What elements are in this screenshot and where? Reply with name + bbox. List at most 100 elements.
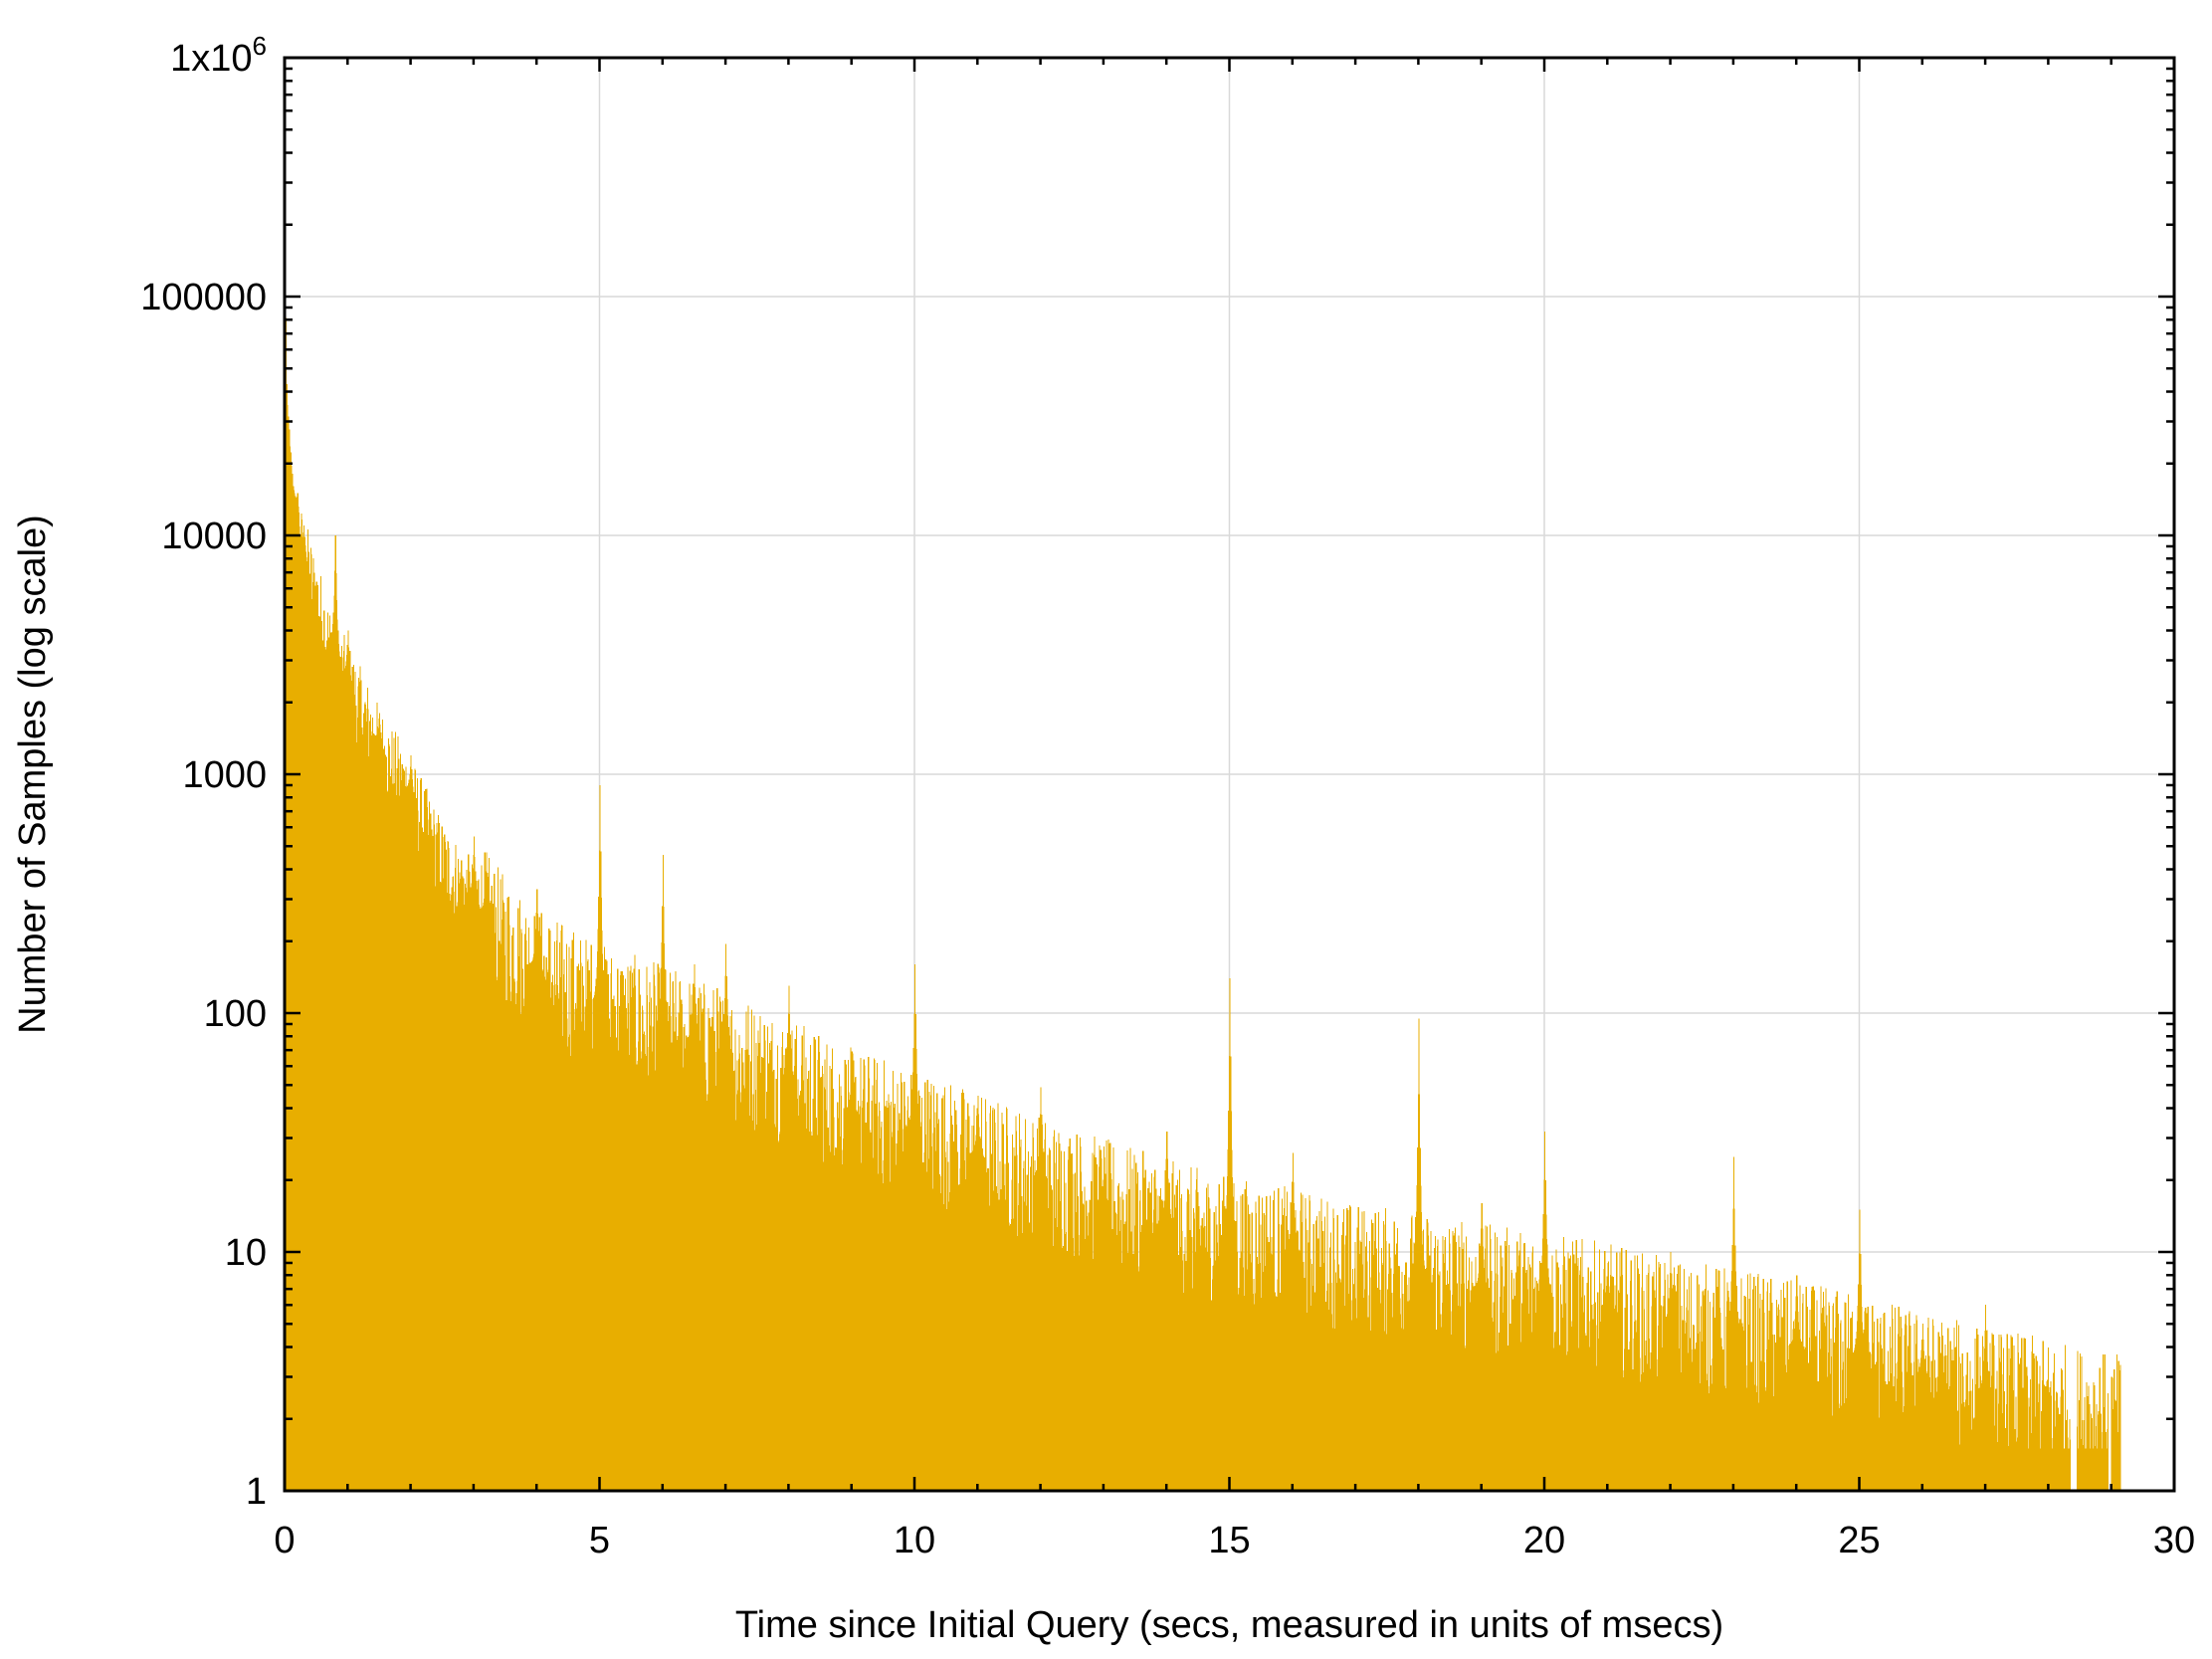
histogram-bar — [1371, 1319, 1373, 1491]
histogram-bar — [659, 972, 661, 1491]
histogram-bar — [487, 872, 489, 1491]
histogram-bar — [835, 1146, 837, 1491]
histogram-bar — [905, 1124, 906, 1491]
histogram-bar — [1020, 1139, 1022, 1491]
histogram-bar — [658, 966, 660, 1491]
histogram-bar — [1376, 1288, 1378, 1491]
histogram-bar — [1511, 1299, 1513, 1491]
histogram-bar — [1272, 1254, 1274, 1491]
histogram-bar — [1607, 1262, 1609, 1491]
histogram-bar — [2049, 1387, 2051, 1491]
histogram-bar — [1774, 1342, 1776, 1491]
histogram-bar — [423, 790, 426, 1491]
histogram-bar — [702, 1008, 704, 1491]
histogram-bar — [2085, 1448, 2087, 1491]
histogram-bar — [1350, 1320, 1352, 1491]
histogram-bar — [1407, 1337, 1409, 1491]
histogram-bar — [846, 1064, 848, 1491]
histogram-bar — [300, 540, 302, 1491]
histogram-bar — [1867, 1319, 1869, 1491]
histogram-bar — [1764, 1387, 1766, 1491]
histogram-bar — [716, 1021, 719, 1491]
histogram-bar — [1043, 1160, 1045, 1491]
histogram-bar — [1731, 1270, 1733, 1491]
histogram-bar — [1545, 1214, 1547, 1491]
histogram-bar — [1695, 1343, 1698, 1491]
histogram-bar — [1768, 1310, 1770, 1491]
histogram-bar — [764, 1040, 766, 1491]
histogram-bar — [1843, 1361, 1845, 1491]
histogram-bar — [951, 1124, 954, 1491]
histogram-bar — [1894, 1375, 1896, 1491]
histogram-bar — [962, 1093, 964, 1491]
histogram-bar — [1642, 1253, 1644, 1491]
histogram-bar — [1680, 1264, 1682, 1491]
histogram-bar — [818, 1051, 820, 1491]
histogram-bar — [583, 1030, 585, 1491]
histogram-bar — [492, 922, 494, 1491]
histogram-bar — [330, 632, 332, 1491]
histogram-bar — [1525, 1305, 1527, 1491]
histogram-bar — [448, 847, 450, 1491]
histogram-bar — [773, 1069, 775, 1491]
histogram-bar — [1662, 1306, 1664, 1491]
histogram-bar — [524, 918, 526, 1491]
histogram-bar — [949, 1134, 951, 1491]
histogram-bar — [1905, 1324, 1907, 1491]
histogram-bar — [1046, 1179, 1049, 1491]
histogram-bar — [1084, 1260, 1087, 1491]
histogram-bar — [1557, 1304, 1559, 1491]
histogram-bar — [1288, 1242, 1290, 1491]
histogram-bar — [2002, 1412, 2004, 1491]
histogram-bar — [737, 1090, 739, 1491]
histogram-bar — [1024, 1201, 1026, 1491]
histogram-bar — [1031, 1156, 1033, 1491]
histogram-bar — [1604, 1297, 1606, 1491]
histogram-bar — [865, 1122, 867, 1491]
histogram-bar — [1093, 1154, 1095, 1491]
histogram-bar — [522, 1021, 524, 1491]
histogram-bar — [630, 965, 632, 1491]
histogram-bar — [1765, 1348, 1767, 1491]
histogram-bar — [354, 672, 356, 1491]
histogram-bar — [302, 536, 303, 1491]
histogram-bar — [2102, 1354, 2104, 1491]
histogram-bar — [1114, 1212, 1117, 1491]
histogram-bar — [1883, 1313, 1885, 1491]
histogram-bar — [1210, 1302, 1212, 1491]
histogram-bar — [1002, 1124, 1004, 1491]
histogram-bar — [2111, 1408, 2114, 1491]
histogram-bar — [1106, 1200, 1108, 1491]
histogram-bar — [1988, 1371, 1990, 1491]
histogram-bar — [297, 493, 299, 1491]
histogram-bar — [1906, 1325, 1908, 1491]
histogram-bar — [1990, 1387, 1992, 1491]
histogram-bar — [1601, 1305, 1603, 1491]
histogram-bar — [1952, 1360, 1954, 1491]
histogram-bar — [1688, 1310, 1690, 1491]
histogram-bar — [1396, 1228, 1399, 1491]
histogram-bar — [1797, 1311, 1799, 1491]
histogram-bar — [446, 893, 448, 1491]
histogram-bar — [1994, 1425, 1996, 1491]
histogram-bar — [328, 615, 331, 1491]
histogram-bar — [1259, 1294, 1262, 1491]
histogram-bar — [1365, 1231, 1367, 1491]
histogram-bar — [1926, 1328, 1928, 1491]
histogram-bar — [1280, 1224, 1282, 1491]
histogram-bar — [1503, 1312, 1505, 1491]
histogram-bar — [1963, 1402, 1965, 1491]
histogram-bar — [868, 1078, 870, 1491]
histogram-bar — [878, 1102, 881, 1491]
histogram-bar — [1877, 1370, 1879, 1491]
histogram-bar — [982, 1155, 985, 1491]
histogram-bar — [825, 1089, 827, 1491]
histogram-bar — [889, 1181, 891, 1491]
histogram-bar — [1784, 1297, 1786, 1491]
histogram-bar — [1389, 1316, 1392, 1491]
histogram-bar — [1542, 1214, 1544, 1491]
histogram-bar — [2050, 1395, 2053, 1491]
histogram-bar — [709, 1064, 711, 1491]
histogram-bar — [1169, 1214, 1172, 1491]
histogram-bar — [477, 895, 479, 1491]
